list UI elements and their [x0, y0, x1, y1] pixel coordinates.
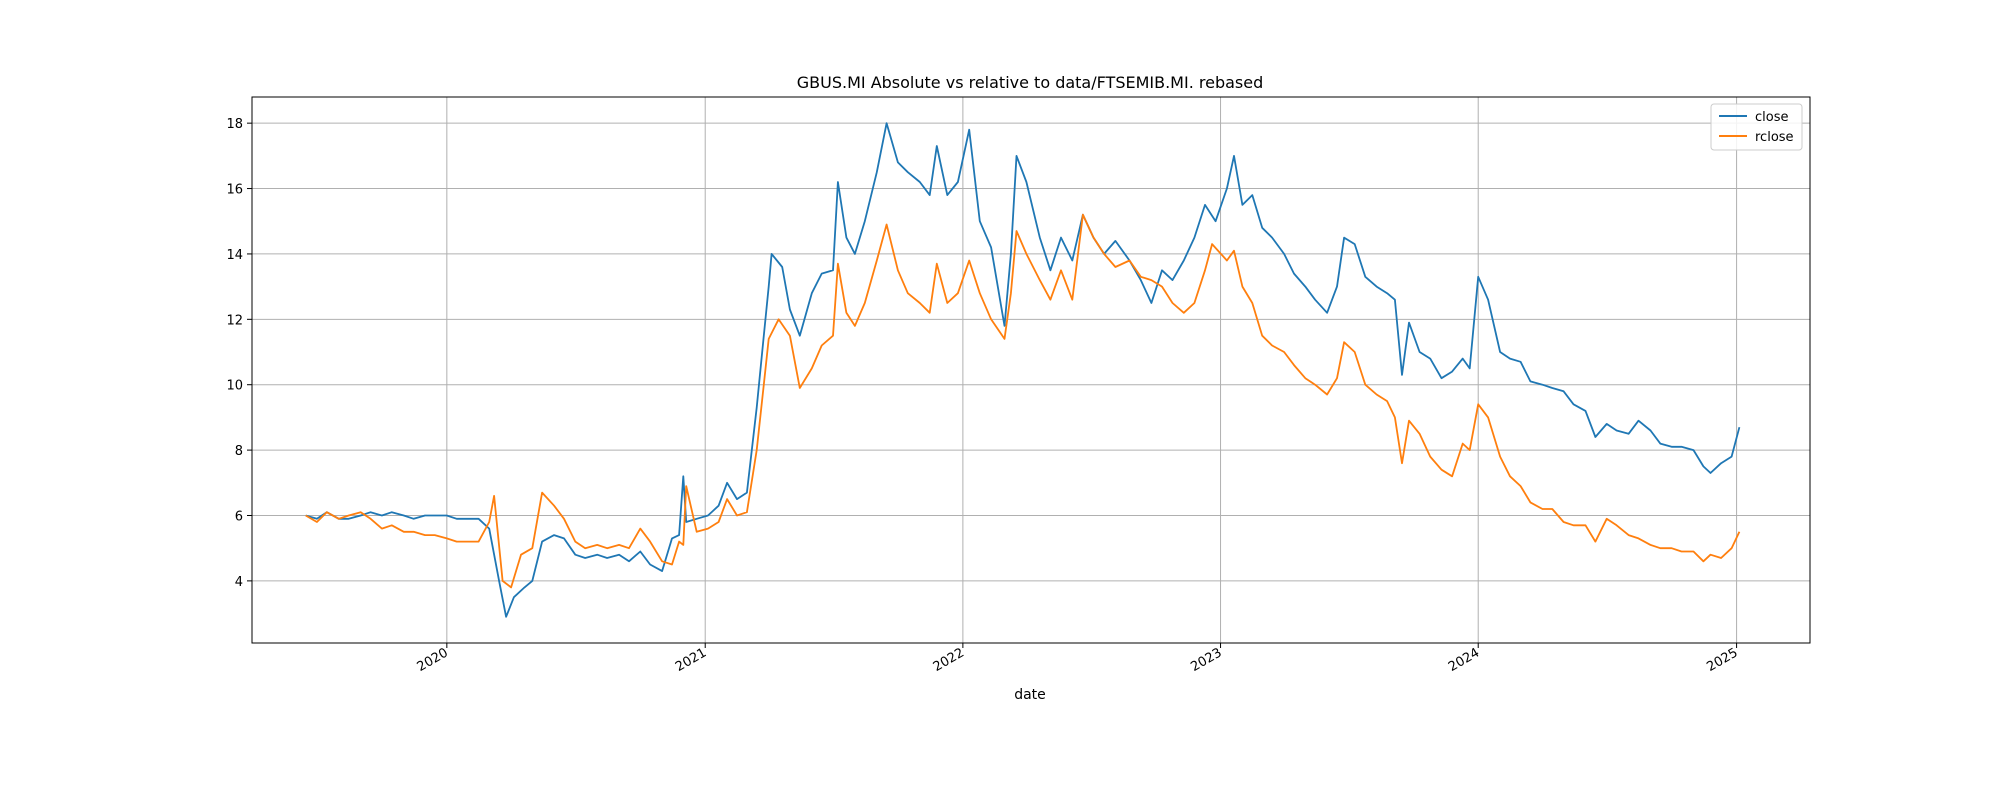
legend-label-close: close [1755, 110, 1788, 125]
series-line-close [305, 122, 1741, 618]
legend: close rclose [1710, 103, 1803, 151]
series-layer [305, 122, 1741, 618]
y-tick-label: 18 [226, 117, 243, 132]
y-tick-label: 16 [226, 183, 243, 198]
y-tick-label: 14 [226, 248, 243, 263]
chart-title: GBUS.MI Absolute vs relative to data/FTS… [797, 73, 1263, 92]
y-tick-label: 8 [235, 444, 243, 459]
plot-area-frame [251, 96, 1811, 644]
y-tick-label: 10 [226, 379, 243, 394]
legend-label-rclose: rclose [1755, 130, 1794, 145]
y-axis: 4 6 8 10 12 14 16 18 [226, 117, 252, 590]
y-tick-label: 4 [235, 575, 243, 590]
x-axis-label: date [1014, 687, 1046, 703]
y-tick-label: 12 [226, 313, 243, 328]
grid-lines [252, 97, 1810, 643]
y-tick-label: 6 [235, 509, 243, 524]
series-line-rclose [305, 213, 1741, 589]
